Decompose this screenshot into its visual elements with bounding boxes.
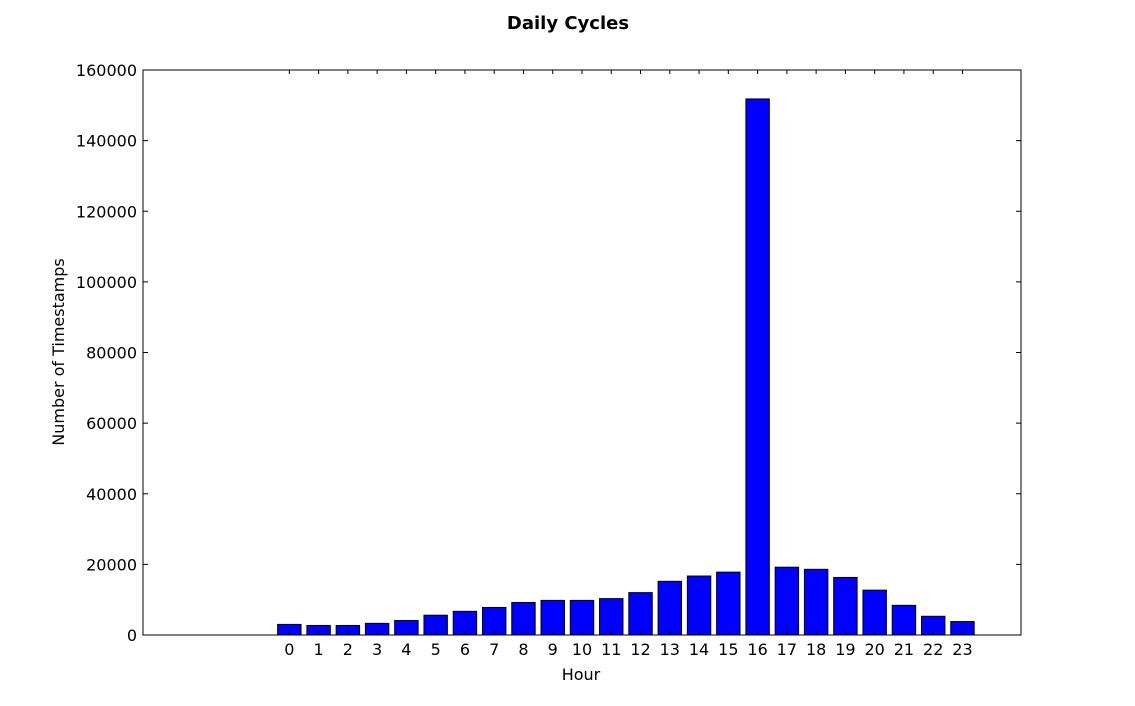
- bar-hour-19: [833, 576, 858, 636]
- x-tick-label: 15: [718, 640, 738, 659]
- bar-hour-18: [803, 568, 829, 636]
- y-axis-label: Number of Timestamps: [49, 258, 68, 446]
- x-tick-label: 9: [548, 640, 558, 659]
- x-tick-label: 23: [952, 640, 972, 659]
- bar-hour-16: [745, 98, 770, 636]
- bar-hour-15: [716, 571, 741, 636]
- y-tick-label: 120000: [76, 202, 137, 221]
- y-tick-label: 160000: [76, 61, 137, 80]
- bar-hour-10: [569, 599, 595, 636]
- x-axis-label: Hour: [562, 665, 601, 684]
- bar-hour-11: [599, 598, 624, 636]
- x-tick-label: 21: [894, 640, 914, 659]
- x-tick-label: 8: [518, 640, 528, 659]
- x-tick-label: 2: [343, 640, 353, 659]
- bar-hour-21: [891, 604, 917, 636]
- x-tick-label: 1: [314, 640, 324, 659]
- chart-title: Daily Cycles: [507, 13, 629, 34]
- x-tick-label: 10: [572, 640, 592, 659]
- x-tick-label: 17: [777, 640, 797, 659]
- y-tick-label: 140000: [76, 132, 137, 151]
- bar-hour-8: [511, 602, 536, 636]
- y-tick-label: 0: [127, 626, 137, 645]
- y-axis-ticks: 0 20000 40000 60000 80000 100000 120000 140000 1…: [76, 61, 1021, 645]
- y-tick-label: 40000: [86, 485, 137, 504]
- bar-hour-7: [481, 606, 507, 636]
- bar-hour-12: [628, 592, 653, 636]
- bar-hour-9: [540, 599, 565, 636]
- bars-group: [277, 98, 975, 636]
- bar-hour-20: [862, 589, 887, 636]
- x-tick-label: 6: [460, 640, 470, 659]
- y-tick-label: 100000: [76, 273, 137, 292]
- x-tick-label: 7: [489, 640, 499, 659]
- x-tick-label: 11: [601, 640, 621, 659]
- x-tick-label: 13: [660, 640, 680, 659]
- x-tick-label: 0: [284, 640, 294, 659]
- x-axis-ticks: 0 1 2 3 4 5 6 7 8 9 10 11 12 13 14 15 16 17 18 19 20 21 22 23: [284, 70, 973, 659]
- x-tick-label: 5: [431, 640, 441, 659]
- x-tick-label: 14: [689, 640, 709, 659]
- x-tick-label: 22: [923, 640, 943, 659]
- x-tick-label: 4: [401, 640, 411, 659]
- x-tick-label: 18: [806, 640, 826, 659]
- x-tick-label: 16: [747, 640, 767, 659]
- bar-hour-14: [686, 575, 712, 636]
- x-tick-label: 20: [864, 640, 884, 659]
- y-tick-label: 60000: [86, 414, 137, 433]
- bar-hour-17: [774, 566, 800, 636]
- x-tick-label: 12: [630, 640, 650, 659]
- y-tick-label: 80000: [86, 344, 137, 363]
- plot-frame: [142, 69, 1022, 636]
- bar-hour-13: [657, 580, 683, 636]
- x-tick-label: 3: [372, 640, 382, 659]
- x-tick-label: 19: [835, 640, 855, 659]
- y-tick-label: 20000: [86, 555, 137, 574]
